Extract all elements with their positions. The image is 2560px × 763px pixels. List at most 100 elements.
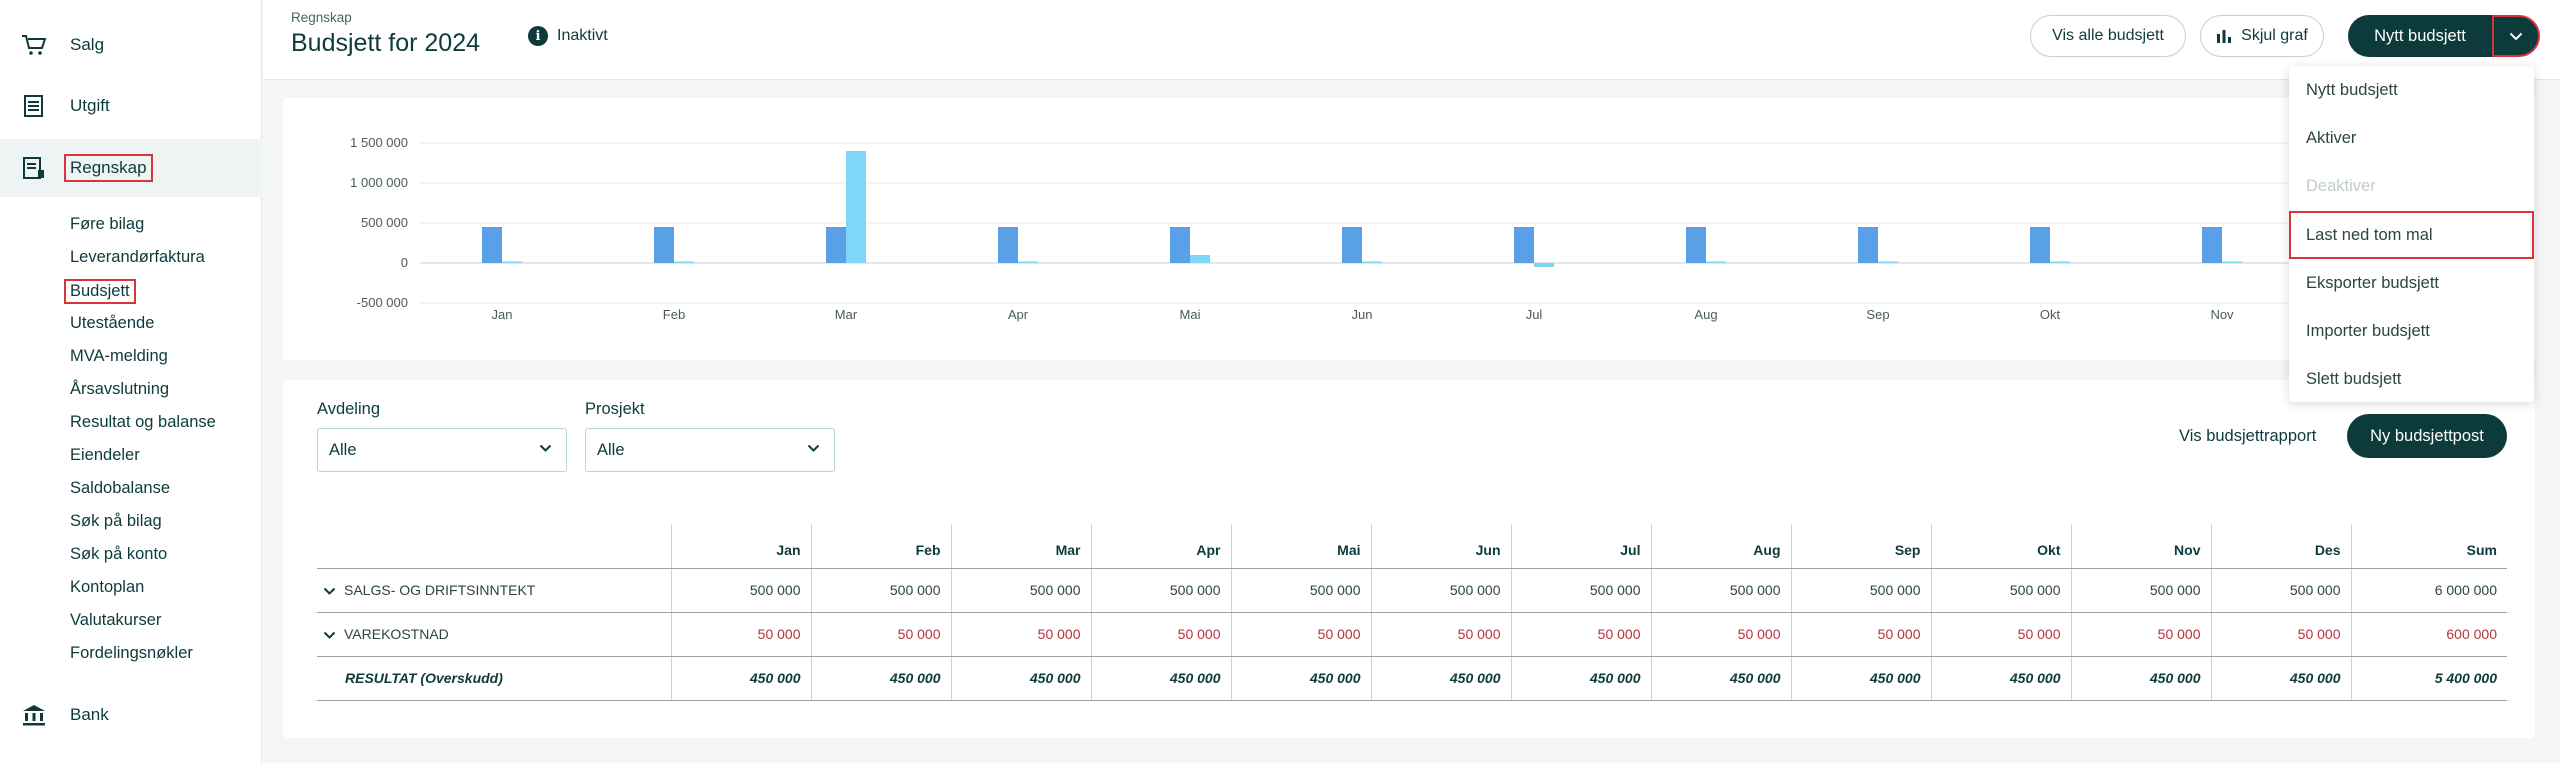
list-icon xyxy=(24,95,43,117)
table-row[interactable]: SALGS- OG DRIFTSINNTEKT 500 000 500 000 500… xyxy=(317,568,2507,613)
menu-item-delete-budget[interactable]: Slett budsjett xyxy=(2306,369,2402,388)
sub-fordelingsnokler[interactable]: Fordelingsnøkler xyxy=(70,644,193,662)
chart-bar xyxy=(502,261,522,263)
sub-budsjett[interactable]: Budsjett xyxy=(64,279,136,304)
nav-utgift[interactable]: Utgift xyxy=(0,77,262,135)
cell-value: 500 000 xyxy=(2070,568,2211,613)
budget-table-card: Avdeling Alle Prosjekt Alle Vis budsjett… xyxy=(283,380,2535,738)
header-sum: Sum xyxy=(2350,524,2507,569)
chevron-down-icon[interactable] xyxy=(323,587,336,596)
show-budget-report-link[interactable]: Vis budsjettrapport xyxy=(2179,427,2317,445)
status-text: Inaktivt xyxy=(557,27,608,44)
cell-value: 500 000 xyxy=(810,568,951,613)
chart-bar xyxy=(674,261,694,263)
info-icon: i xyxy=(528,26,548,46)
chart-ytick-label: 1 500 000 xyxy=(350,135,408,150)
chart-ytick-label: -500 000 xyxy=(357,295,408,310)
chart-xtick-label: Mar xyxy=(835,307,858,322)
cell-value: 500 000 xyxy=(1790,568,1931,613)
header-nov: Nov xyxy=(2070,524,2211,569)
sub-kontoplan[interactable]: Kontoplan xyxy=(70,578,145,596)
sub-sok-bilag[interactable]: Søk på bilag xyxy=(70,512,162,530)
cell-value: 450 000 xyxy=(2210,656,2351,701)
new-budget-menu-toggle[interactable] xyxy=(2492,15,2540,57)
row-name: VAREKOSTNAD xyxy=(317,612,671,657)
header-jul: Jul xyxy=(1510,524,1651,569)
chart-ytick-label: 1 000 000 xyxy=(350,175,408,190)
budget-table: Jan Feb Mar Apr Mai Jun Jul Aug Sep Okt … xyxy=(317,524,2507,701)
breadcrumb[interactable]: Regnskap xyxy=(291,10,352,25)
chart-xtick-label: Jul xyxy=(1526,307,1543,322)
chart-bar xyxy=(2050,261,2070,263)
cell-value: 50 000 xyxy=(1930,612,2071,657)
header-des: Des xyxy=(2210,524,2351,569)
prosjekt-value: Alle xyxy=(597,440,625,459)
cell-value: 50 000 xyxy=(2070,612,2211,657)
sub-sok-konto[interactable]: Søk på konto xyxy=(70,545,168,563)
budget-chart-card: 1 500 000 1 000 000 500 000 0 -500 000 Jan Feb… xyxy=(283,98,2535,360)
new-budget-button[interactable]: Nytt budsjett xyxy=(2348,15,2492,57)
bank-icon xyxy=(23,705,45,726)
chart-ytick-label: 500 000 xyxy=(361,215,408,230)
nav-regnskap[interactable]: Regnskap xyxy=(0,139,262,197)
header-aug: Aug xyxy=(1650,524,1791,569)
sub-arsavslutning[interactable]: Årsavslutning xyxy=(70,380,170,398)
chart-bar xyxy=(2030,227,2050,263)
chevron-down-icon xyxy=(807,444,820,452)
chart-bar xyxy=(1018,261,1038,263)
budget-actions-menu: Nytt budsjett Aktiver Deaktiver Last ned… xyxy=(2289,66,2534,402)
menu-item-activate[interactable]: Aktiver xyxy=(2306,128,2357,147)
sub-eiendeler[interactable]: Eiendeler xyxy=(70,446,140,464)
header-jan: Jan xyxy=(670,524,811,569)
cell-value: 50 000 xyxy=(1510,612,1651,657)
chart-xtick-label: Apr xyxy=(1008,307,1029,322)
nav-salg-label: Salg xyxy=(70,35,105,54)
cell-value: 50 000 xyxy=(810,612,951,657)
chart-bar xyxy=(2222,261,2242,263)
chart-xtick-label: Feb xyxy=(663,307,685,322)
table-row[interactable]: VAREKOSTNAD 50 000 50 000 50 000 50 000 50 00… xyxy=(317,612,2507,657)
cell-value: 500 000 xyxy=(2210,568,2351,613)
cell-value: 50 000 xyxy=(1230,612,1371,657)
chevron-down-icon[interactable] xyxy=(323,631,336,640)
menu-item-export-budget[interactable]: Eksporter budsjett xyxy=(2306,273,2439,292)
row-label: SALGS- OG DRIFTSINNTEKT xyxy=(344,582,536,598)
menu-item-new-budget[interactable]: Nytt budsjett xyxy=(2306,80,2398,99)
chart-bar xyxy=(1362,261,1382,263)
cell-value: 500 000 xyxy=(1510,568,1651,613)
sub-mva-melding[interactable]: MVA-melding xyxy=(70,347,168,365)
avdeling-select[interactable]: Alle xyxy=(317,428,567,472)
cell-value: 500 000 xyxy=(1090,568,1231,613)
header-blank xyxy=(317,524,671,569)
sub-fore-bilag[interactable]: Føre bilag xyxy=(70,215,145,233)
sub-valutakurser[interactable]: Valutakurser xyxy=(70,611,162,629)
chart-bar xyxy=(1342,227,1362,263)
nav-bank[interactable]: Bank xyxy=(0,686,262,744)
chart-xtick-label: Nov xyxy=(2210,307,2234,322)
menu-item-import-budget[interactable]: Importer budsjett xyxy=(2306,321,2430,340)
prosjekt-label: Prosjekt xyxy=(585,400,645,418)
show-all-budgets-button[interactable]: Vis alle budsjett xyxy=(2030,15,2186,57)
new-budget-post-button[interactable]: Ny budsjettpost xyxy=(2347,414,2507,458)
chart-bar xyxy=(1514,227,1534,263)
sub-resultat-balanse[interactable]: Resultat og balanse xyxy=(70,413,216,431)
chart-bar xyxy=(1686,227,1706,263)
chart-xtick-label: Aug xyxy=(1694,307,1717,322)
cell-value: 500 000 xyxy=(670,568,811,613)
chevron-down-icon xyxy=(2509,32,2523,40)
nav-salg[interactable]: Salg xyxy=(0,16,262,74)
prosjekt-select[interactable]: Alle xyxy=(585,428,835,472)
chart-bar xyxy=(1878,261,1898,263)
cell-value: 50 000 xyxy=(670,612,811,657)
row-name: RESULTAT (Overskudd) xyxy=(317,656,671,701)
chart-bar xyxy=(1534,263,1554,267)
budget-chart: 1 500 000 1 000 000 500 000 0 -500 000 Jan Feb… xyxy=(350,135,2523,322)
new-budget-label: Nytt budsjett xyxy=(2374,26,2466,45)
cell-value: 450 000 xyxy=(1650,656,1791,701)
sub-saldobalanse[interactable]: Saldobalanse xyxy=(70,479,170,497)
sub-utestaende[interactable]: Utestående xyxy=(70,314,155,332)
cell-value: 450 000 xyxy=(1370,656,1511,701)
sub-leverandorfaktura[interactable]: Leverandørfaktura xyxy=(70,248,205,266)
menu-item-download-template[interactable]: Last ned tom mal xyxy=(2289,211,2534,259)
hide-graph-button[interactable]: Skjul graf xyxy=(2200,15,2324,57)
